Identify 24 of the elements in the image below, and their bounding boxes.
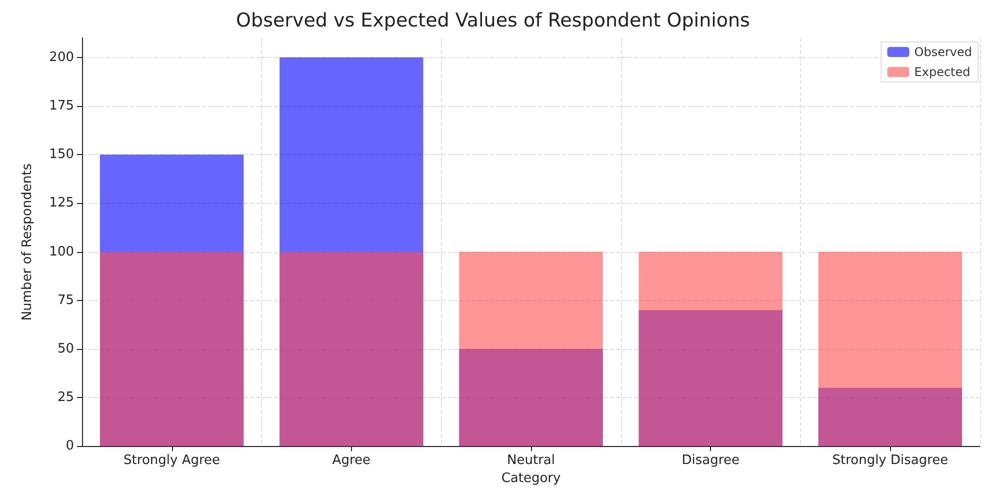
y-tick-label: 100	[49, 244, 74, 260]
y-axis-title: Number of Respondents	[20, 163, 35, 321]
y-tick-label: 75	[57, 292, 74, 308]
bar	[638, 252, 782, 446]
bar	[280, 252, 424, 446]
y-tick-label: 25	[57, 390, 74, 406]
bar	[100, 252, 244, 446]
x-tick-label: Strongly Disagree	[832, 453, 948, 468]
y-tick-label: 200	[49, 50, 74, 65]
legend-label: Expected	[914, 65, 970, 79]
bar	[459, 252, 603, 446]
bar	[818, 252, 962, 446]
legend-label: Observed	[914, 45, 972, 59]
x-tick-label: Agree	[332, 453, 370, 468]
y-tick-label: 50	[57, 341, 74, 356]
x-tick-label: Disagree	[682, 453, 740, 468]
y-tick-label: 125	[49, 196, 74, 211]
y-tick-label: 150	[49, 147, 74, 162]
y-tick-label: 0	[66, 438, 74, 454]
y-tick-label: 175	[49, 98, 74, 114]
x-tick-label: Strongly Agree	[124, 453, 220, 468]
x-axis-title: Category	[501, 471, 561, 486]
x-tick-label: Neutral	[507, 453, 555, 468]
chart-title: Observed vs Expected Values of Respondent Opinions	[236, 10, 750, 32]
